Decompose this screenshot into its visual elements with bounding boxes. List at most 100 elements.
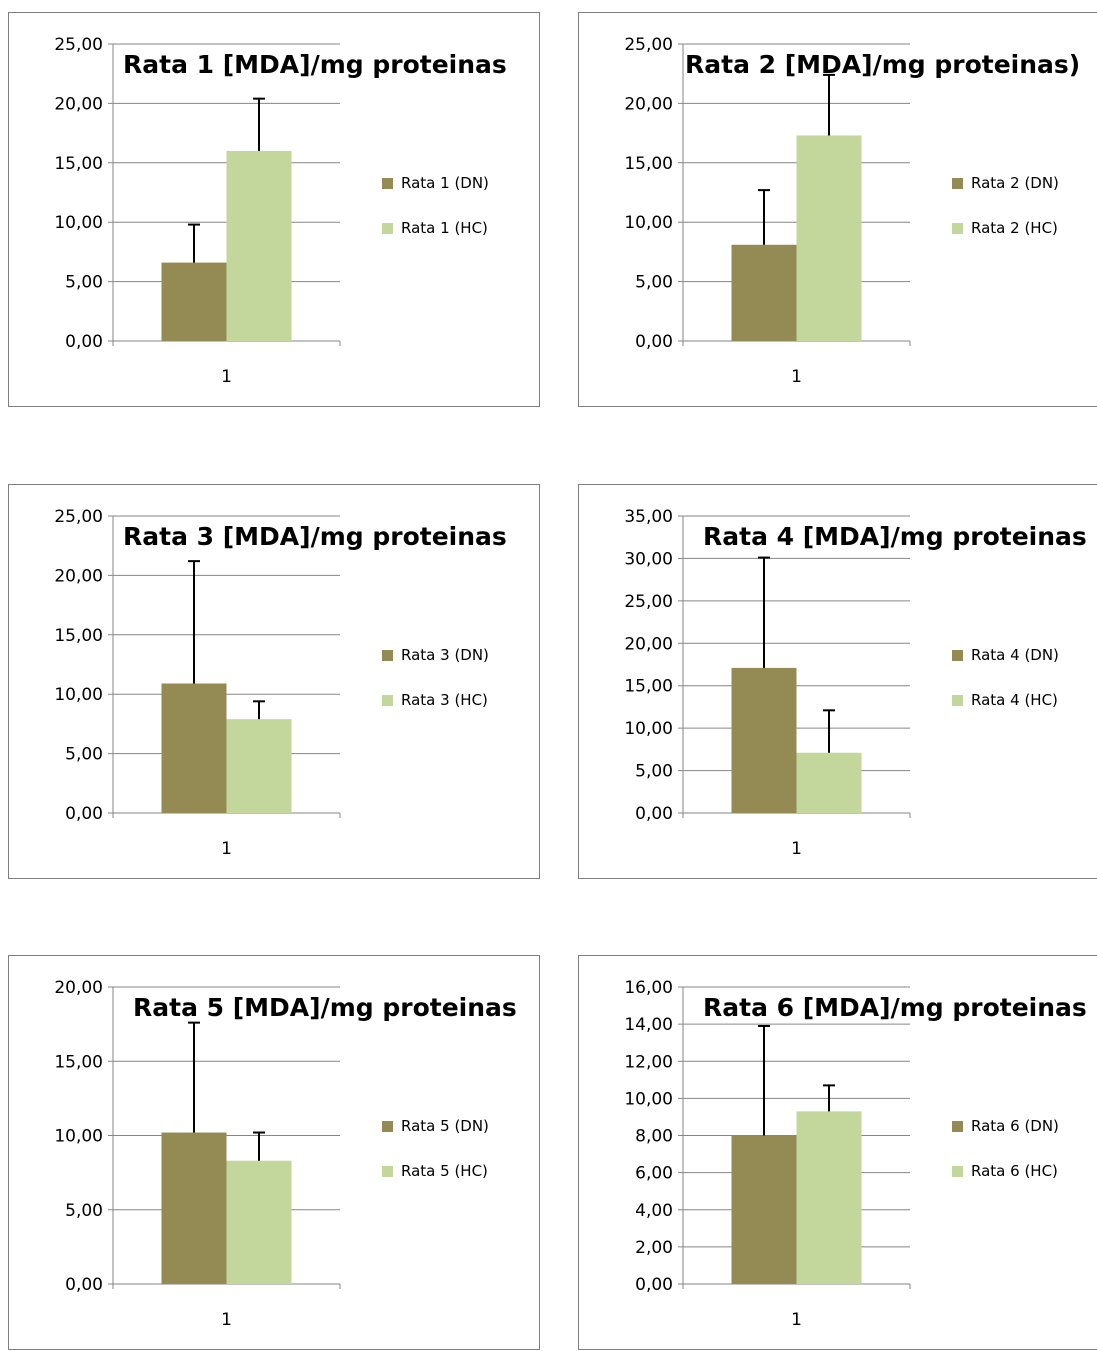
y-tick-label: 6,00 [635,1164,673,1184]
legend-label: Rata 3 (DN) [401,646,489,664]
legend-label: Rata 2 (HC) [971,219,1058,237]
legend-swatch [382,178,393,189]
y-tick-label: 5,00 [65,273,103,293]
y-tick-label: 14,00 [624,1015,673,1035]
y-tick-label: 20,00 [54,566,103,586]
legend-swatch [952,650,963,661]
legend-label: Rata 4 (DN) [971,646,1059,664]
y-tick-label: 10,00 [624,1089,673,1109]
y-tick-label: 10,00 [624,719,673,739]
bar-dn [731,1135,797,1284]
y-tick-label: 20,00 [624,94,673,114]
chart-rata-1: 0,00 5,00 10,00 15,00 20,00 25,00 1 Rata 1 (DN)… [8,12,540,407]
y-tick-label: 5,00 [635,762,673,782]
legend-swatch [952,1166,963,1177]
y-tick-label: 0,00 [65,804,103,824]
bar-dn [161,262,227,341]
legend-swatch [382,695,393,706]
y-tick-label: 15,00 [624,154,673,174]
legend-swatch [952,695,963,706]
legend-label: Rata 5 (HC) [401,1162,488,1180]
category-label: 1 [791,367,802,387]
legend-label: Rata 1 (HC) [401,219,488,237]
y-tick-label: 35,00 [624,507,673,527]
legend-label: Rata 4 (HC) [971,691,1058,709]
legend-label: Rata 6 (HC) [971,1162,1058,1180]
y-tick-label: 15,00 [54,626,103,646]
y-tick-label: 2,00 [635,1238,673,1258]
y-tick-label: 25,00 [624,35,673,55]
y-tick-label: 4,00 [635,1201,673,1221]
legend-label: Rata 3 (HC) [401,691,488,709]
bar-dn [161,1132,227,1284]
y-tick-label: 0,00 [635,332,673,352]
y-tick-label: 20,00 [624,634,673,654]
y-tick-label: 0,00 [65,332,103,352]
chart-title: Rata 4 [MDA]/mg proteinas [703,522,1087,551]
bar-hc [796,1111,862,1284]
chart-title: Rata 1 [MDA]/mg proteinas [123,50,507,79]
y-tick-label: 0,00 [635,1275,673,1295]
bar-dn [731,244,797,341]
y-tick-label: 12,00 [624,1052,673,1072]
y-tick-label: 0,00 [635,804,673,824]
y-tick-label: 20,00 [54,978,103,998]
chart-svg: 0,00 5,00 10,00 15,00 20,00 1 Rata 5 (DN) Rata … [54,978,517,1330]
chart-title: Rata 2 [MDA]/mg proteinas) [685,50,1080,79]
y-tick-label: 5,00 [65,1201,103,1221]
y-tick-label: 10,00 [624,213,673,233]
y-tick-label: 16,00 [624,978,673,998]
bar-hc [796,135,862,341]
y-tick-label: 25,00 [54,35,103,55]
legend-label: Rata 2 (DN) [971,174,1059,192]
chart-title: Rata 5 [MDA]/mg proteinas [133,993,517,1022]
chart-rata-6: 0,00 2,00 4,00 6,00 8,00 10,00 12,00 14,00 16,00… [578,955,1097,1350]
category-label: 1 [221,367,232,387]
y-tick-label: 25,00 [54,507,103,527]
category-label: 1 [791,1310,802,1330]
y-tick-label: 10,00 [54,213,103,233]
chart-title: Rata 6 [MDA]/mg proteinas [703,993,1087,1022]
chart-rata-3: 0,00 5,00 10,00 15,00 20,00 25,00 1 Rata 3 (DN)… [8,484,540,879]
legend-swatch [952,223,963,234]
y-tick-label: 5,00 [65,745,103,765]
chart-svg: 0,00 2,00 4,00 6,00 8,00 10,00 12,00 14,00 16,00… [624,978,1087,1330]
y-tick-label: 15,00 [54,1052,103,1072]
category-label: 1 [791,839,802,859]
category-label: 1 [221,1310,232,1330]
y-tick-label: 0,00 [65,1275,103,1295]
legend-swatch [382,1121,393,1132]
y-tick-label: 5,00 [635,273,673,293]
legend-label: Rata 1 (DN) [401,174,489,192]
chart-svg: 0,00 5,00 10,00 15,00 20,00 25,00 1 Rata 1 (DN)… [54,35,507,387]
legend-label: Rata 6 (DN) [971,1117,1059,1135]
y-tick-label: 30,00 [624,549,673,569]
y-tick-label: 15,00 [624,677,673,697]
bar-dn [731,667,797,813]
bar-hc [796,752,862,813]
y-tick-label: 8,00 [635,1127,673,1147]
chart-svg: 0,00 5,00 10,00 15,00 20,00 25,00 30,00 35,00 1 R… [624,507,1087,859]
y-tick-label: 10,00 [54,685,103,705]
y-tick-label: 10,00 [54,1127,103,1147]
chart-rata-4: 0,00 5,00 10,00 15,00 20,00 25,00 30,00 35,00 1 R… [578,484,1097,879]
y-tick-label: 20,00 [54,94,103,114]
legend-swatch [382,650,393,661]
legend-swatch [952,1121,963,1132]
chart-svg: 0,00 5,00 10,00 15,00 20,00 25,00 1 Rata 3 (DN)… [54,507,507,859]
legend-swatch [952,178,963,189]
chart-svg: 0,00 5,00 10,00 15,00 20,00 25,00 1 Rata 2 (DN)… [624,35,1080,387]
chart-rata-5: 0,00 5,00 10,00 15,00 20,00 1 Rata 5 (DN) Rata … [8,955,540,1350]
category-label: 1 [221,839,232,859]
legend-swatch [382,1166,393,1177]
y-tick-label: 25,00 [624,592,673,612]
bar-hc [226,1160,292,1284]
chart-rata-2: 0,00 5,00 10,00 15,00 20,00 25,00 1 Rata 2 (DN)… [578,12,1097,407]
bar-hc [226,150,292,341]
chart-title: Rata 3 [MDA]/mg proteinas [123,522,507,551]
legend-swatch [382,223,393,234]
bar-hc [226,719,292,813]
bar-dn [161,683,227,813]
y-tick-label: 15,00 [54,154,103,174]
legend-label: Rata 5 (DN) [401,1117,489,1135]
